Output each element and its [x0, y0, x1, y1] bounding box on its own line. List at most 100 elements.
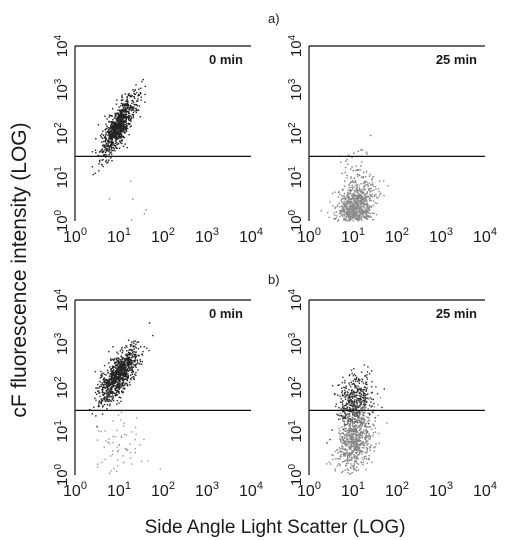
data-point	[357, 205, 359, 208]
data-point	[341, 390, 344, 392]
data-point	[124, 383, 126, 386]
data-point	[347, 397, 350, 399]
data-point	[116, 117, 118, 120]
data-point	[126, 357, 128, 359]
x-tick-label: 102	[385, 226, 409, 246]
data-point	[117, 387, 119, 389]
data-point	[356, 415, 358, 418]
data-point	[346, 208, 348, 210]
data-point	[102, 406, 104, 408]
data-point	[352, 194, 354, 197]
data-point	[351, 194, 353, 197]
data-point	[100, 374, 102, 377]
data-point	[114, 374, 116, 377]
data-point	[355, 449, 358, 451]
data-point	[124, 126, 127, 128]
data-point	[344, 391, 346, 394]
data-point	[96, 387, 98, 389]
data-point	[337, 204, 339, 206]
data-point	[341, 208, 343, 210]
data-point	[353, 429, 355, 432]
data-point	[364, 419, 366, 422]
data-point	[360, 165, 362, 167]
data-point	[133, 345, 135, 347]
data-point	[335, 217, 338, 219]
data-point	[342, 446, 344, 448]
data-point	[102, 405, 104, 407]
data-point	[128, 106, 130, 109]
data-point	[347, 214, 350, 216]
data-point	[121, 358, 124, 360]
data-point	[106, 147, 108, 150]
data-point	[125, 366, 127, 369]
data-point	[359, 191, 362, 193]
data-point	[343, 422, 346, 425]
data-point	[359, 398, 361, 401]
data-point	[361, 208, 363, 211]
data-point	[117, 125, 119, 127]
data-point	[341, 445, 343, 447]
data-point	[119, 377, 121, 380]
data-point	[110, 135, 112, 138]
data-point	[369, 397, 371, 399]
data-point	[123, 363, 125, 366]
data-point	[352, 433, 354, 435]
data-point	[359, 400, 361, 402]
data-point	[117, 116, 120, 119]
data-point	[326, 463, 328, 465]
data-point	[358, 196, 360, 199]
data-point	[115, 124, 118, 127]
data-point	[353, 447, 356, 449]
data-point	[365, 381, 368, 383]
data-point	[353, 368, 355, 370]
data-point	[110, 146, 113, 149]
data-point	[364, 185, 366, 187]
data-point	[115, 123, 117, 125]
data-point	[365, 401, 367, 403]
data-point	[345, 433, 347, 436]
data-point	[373, 406, 375, 408]
data-point	[112, 420, 114, 422]
data-point	[347, 189, 350, 192]
data-point	[344, 453, 346, 456]
data-point	[345, 216, 347, 218]
data-point	[348, 402, 350, 404]
y-tick-label: 102	[287, 376, 305, 399]
data-point	[365, 213, 367, 215]
data-point	[352, 380, 354, 382]
data-point	[125, 365, 127, 367]
data-point	[112, 383, 114, 385]
data-point	[357, 385, 359, 387]
data-point	[121, 358, 123, 361]
data-point	[336, 413, 338, 415]
data-point	[352, 393, 355, 395]
data-point	[355, 212, 358, 214]
data-point	[125, 357, 127, 360]
data-point	[341, 201, 343, 204]
data-point	[121, 135, 123, 137]
data-point	[108, 132, 110, 134]
data-point	[354, 201, 357, 204]
data-point	[352, 431, 355, 433]
data-point	[357, 415, 359, 418]
data-point	[123, 433, 125, 436]
data-point	[341, 391, 343, 394]
data-point	[127, 94, 130, 97]
data-point	[359, 417, 361, 419]
data-point	[113, 358, 116, 360]
data-point	[358, 209, 360, 211]
data-point	[101, 141, 103, 143]
data-point	[137, 354, 139, 357]
data-point	[366, 211, 369, 214]
data-point	[351, 465, 353, 467]
data-point	[346, 203, 348, 206]
data-point	[363, 399, 365, 402]
data-point	[354, 412, 357, 414]
data-point	[116, 389, 118, 392]
data-point	[368, 404, 371, 407]
data-point	[348, 384, 351, 386]
data-point	[349, 466, 351, 469]
data-point	[347, 417, 349, 420]
data-point	[110, 389, 113, 391]
data-point	[111, 132, 114, 134]
